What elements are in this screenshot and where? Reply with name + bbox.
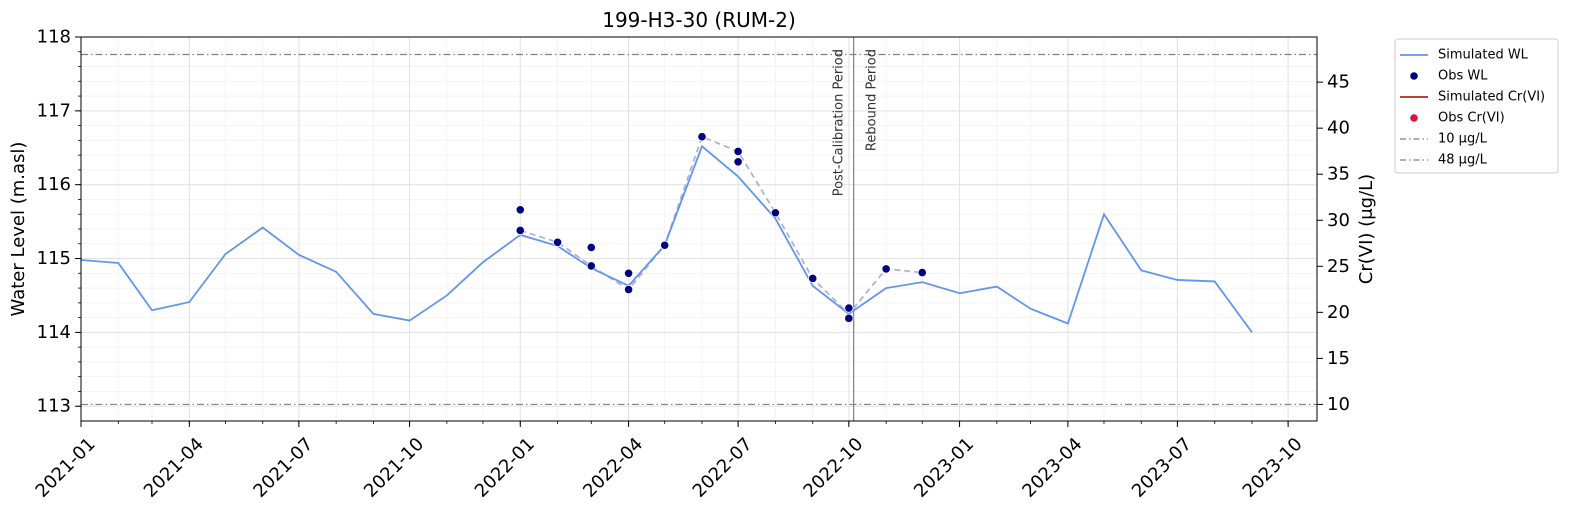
y-right-tick-label: 20 [1327,302,1350,323]
x-tick-label: 2023-07 [1128,434,1196,502]
y-left-tick-label: 113 [37,396,71,417]
x-tick-label: 2021-07 [249,434,317,502]
x-tick-label: 2022-10 [799,434,867,502]
obs-wl-point [844,303,854,313]
legend: Simulated WL Obs WL Simulated Cr(VI) Obs Cr… [1394,38,1559,174]
obs-wl-point [660,240,670,250]
obs-wl-point [552,237,563,247]
y-right-tick-label: 45 [1327,72,1350,93]
y-right-tick-label: 35 [1327,164,1350,185]
x-tick-label: 2022-01 [471,434,539,502]
y-left-tick-label: 114 [37,322,71,343]
legend-marker [1410,72,1418,80]
y-left-tick-label: 118 [37,27,71,48]
obs-wl-point [770,208,781,218]
obs-wl-connector-line [520,135,923,316]
x-tick-label: 2021-04 [140,434,208,502]
legend-label: 10 μg/L [1438,132,1488,147]
obs-wl-point [623,284,634,295]
axes: 2021-01 2021-04 2021-07 2021-10 2022-01 2022-… [32,27,1350,502]
obs-wl-point [808,273,818,284]
obs-wl-point [697,132,707,142]
x-tick-label: 2022-07 [689,434,757,502]
obs-wl-point [733,146,743,157]
obs-wl-point [917,267,927,278]
y-right-tick-label: 15 [1327,348,1350,369]
y-left-tick-label: 115 [37,248,71,269]
y-left-tick-label: 116 [37,174,71,195]
post-calibration-label: Post-Calibration Period [832,49,847,196]
legend-label: 48 μg/L [1438,153,1488,168]
legend-box [1394,38,1559,174]
x-tick-label: 2023-01 [910,434,978,502]
x-tick-label: 2023-04 [1018,434,1086,502]
obs-wl-point [515,225,525,236]
chart-title: 199-H3-30 (RUM-2) [602,8,796,32]
legend-marker [1410,114,1418,122]
simulated-wl-line [80,144,1253,333]
obs-wl-point [844,313,854,323]
threshold-lines [81,53,1317,406]
y-left-tick-label: 117 [37,100,71,121]
rebound-label: Rebound Period [865,49,880,151]
y-right-tick-label: 30 [1327,210,1350,231]
legend-label: Obs Cr(VI) [1438,111,1505,126]
grid [80,36,1317,421]
y-right-tick-label: 40 [1327,118,1350,139]
obs-wl-point [733,157,743,167]
legend-label: Obs WL [1438,69,1488,84]
obs-wl-point [586,242,596,253]
x-tick-label: 2022-04 [579,434,647,502]
obs-wl-point [881,264,891,274]
period-divider: Post-Calibration Period Rebound Period [832,37,880,421]
x-tick-label: 2021-10 [360,434,428,502]
x-tick-label: 2021-01 [32,434,100,502]
legend-label: Simulated WL [1438,48,1529,63]
legend-label: Simulated Cr(VI) [1438,90,1545,105]
y-right-tick-label: 25 [1327,256,1350,277]
y-axis-left-label: Water Level (m.asl) [8,142,29,317]
obs-wl-point [515,205,525,215]
y-right-tick-label: 10 [1327,394,1350,415]
y-axis-right-label: Cr(VI) (μg/L) [1356,174,1377,284]
series-layer [80,132,1253,333]
obs-wl-point [623,268,634,278]
x-tick-label: 2023-10 [1239,434,1307,502]
obs-wl-point [586,261,596,271]
